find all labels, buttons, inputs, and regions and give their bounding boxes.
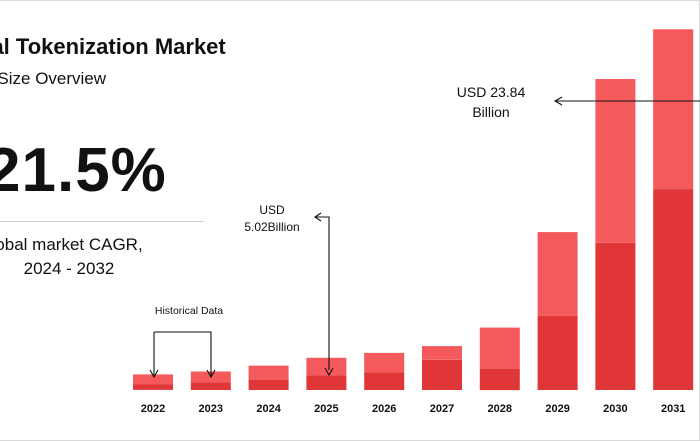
bar-2031-lower [653,189,694,390]
x-tick-label-2030: 2030 [603,403,627,415]
usd-2025-connector [316,216,330,370]
historical-data-annotation: Historical Data [155,305,223,317]
bar-2030-lower [595,242,636,390]
x-tick-label-2028: 2028 [488,403,512,415]
chart-subtitle: ket Size Overview [0,69,107,88]
x-tick-label-2022: 2022 [141,403,165,415]
bar-2026-upper [364,352,405,373]
x-tick-label-2026: 2026 [372,403,396,415]
bar-2025-upper [306,357,347,376]
usd-2025-line2: 5.02Billion [244,220,299,234]
bar-2024-lower [248,379,289,390]
bar-2027-upper [422,346,462,360]
bar-2029-lower [537,315,578,390]
x-tick-label-2027: 2027 [430,403,454,415]
x-tick-label-2025: 2025 [314,403,338,415]
x-tick-label-2024: 2024 [256,403,281,415]
bar-2024-upper [248,365,289,380]
usd-2025-line1: USD [259,203,285,217]
historical-arrow-left [149,369,159,379]
usd-end-line2: Billion [472,104,509,120]
bar-2023-lower [190,382,231,390]
historical-bracket [153,331,212,376]
bar-2027-lower [422,359,462,390]
cagr-value: 21.5% [0,136,167,205]
chart-title: bal Tokenization Market [0,34,226,59]
bar-2026-lower [364,372,405,390]
cagr-label-line1: obal market CAGR, [0,235,143,254]
historical-arrow-right [206,369,216,379]
usd-end-line1: USD 23.84 [457,84,526,100]
usd-2025-arrow-down [324,367,334,377]
bar-2028-upper [479,327,520,369]
usd-2025-arrow-left [314,212,322,222]
cagr-divider [0,221,204,222]
cagr-label: obal market CAGR, 2024 - 2032 [0,233,154,281]
bar-2022-lower [133,384,173,390]
bar-2025-lower [306,375,347,390]
bars-layer [133,29,694,391]
bar-2022-upper [133,374,173,385]
x-tick-label-2023: 2023 [199,403,223,415]
bar-2031-upper [653,29,694,190]
x-axis-labels: 2022 2023 2024 2025 2026 2027 2028 2029 2030 2031 [141,403,686,415]
x-tick-label-2029: 2029 [545,403,569,415]
bar-2028-lower [479,368,520,391]
bar-2029-upper [537,232,578,316]
bar-2030-upper [595,79,636,243]
usd-end-arrow [553,96,563,106]
cagr-label-line2: 2024 - 2032 [23,259,115,278]
x-tick-label-2031: 2031 [661,403,685,415]
